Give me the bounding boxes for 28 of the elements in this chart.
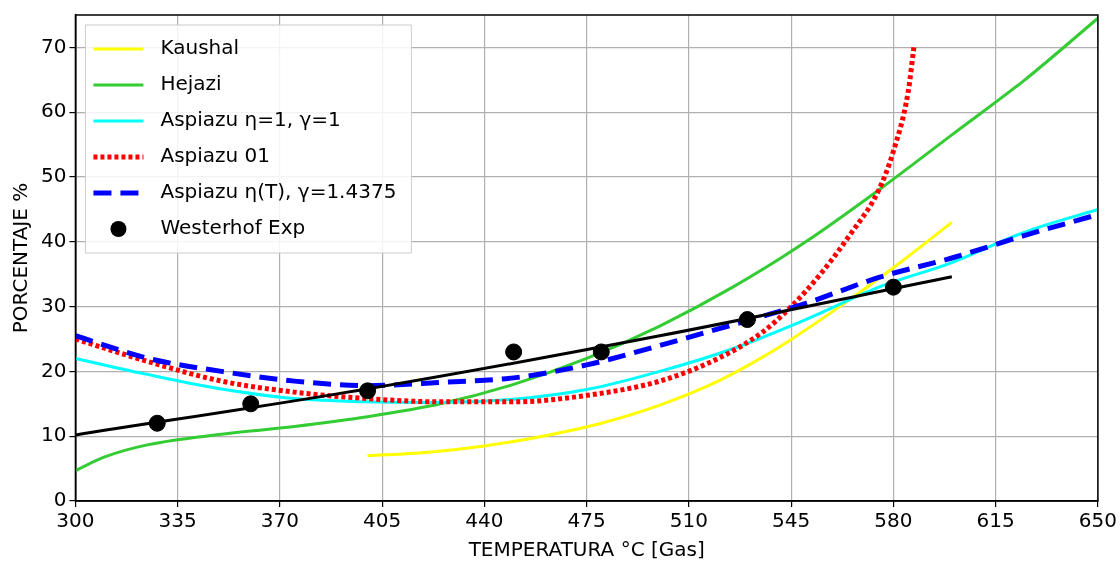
x-tick-label: 475 — [567, 508, 606, 533]
y-tick-label: 30 — [41, 292, 67, 317]
point — [505, 343, 523, 361]
x-tick-label: 335 — [158, 508, 197, 533]
x-axis-title: TEMPERATURA °C [Gas] — [467, 537, 705, 562]
line-series — [75, 16, 1098, 473]
legend-label: Hejazi — [160, 71, 222, 96]
x-tick-label: 580 — [874, 508, 913, 533]
x-tick-label: 650 — [1078, 508, 1118, 533]
x-tick-label: 440 — [465, 508, 504, 533]
y-tick-label: 20 — [41, 357, 67, 382]
legend-label: Aspiazu η(T), γ=1.4375 — [160, 179, 397, 204]
x-tick-label: 370 — [260, 508, 300, 533]
x-tick-label: 510 — [669, 508, 709, 533]
legend-label: Aspiazu η=1, γ=1 — [160, 107, 341, 132]
legend-label: Kaushal — [160, 35, 240, 60]
legend-label: Westerhof Exp — [160, 215, 306, 240]
x-tick-label: 615 — [976, 508, 1015, 533]
y-tick-label: 50 — [41, 163, 67, 188]
y-tick-label: 60 — [41, 98, 67, 123]
y-tick-label: 10 — [41, 422, 67, 447]
legend-label: Aspiazu 01 — [160, 143, 271, 168]
x-tick-label: 545 — [772, 508, 811, 533]
y-tick-label: 40 — [41, 228, 67, 252]
y-tick-label: 70 — [41, 33, 67, 58]
y-axis-title: PORCENTAJE % — [8, 182, 33, 334]
x-tick-label: 405 — [363, 508, 402, 533]
line-series — [366, 220, 954, 458]
